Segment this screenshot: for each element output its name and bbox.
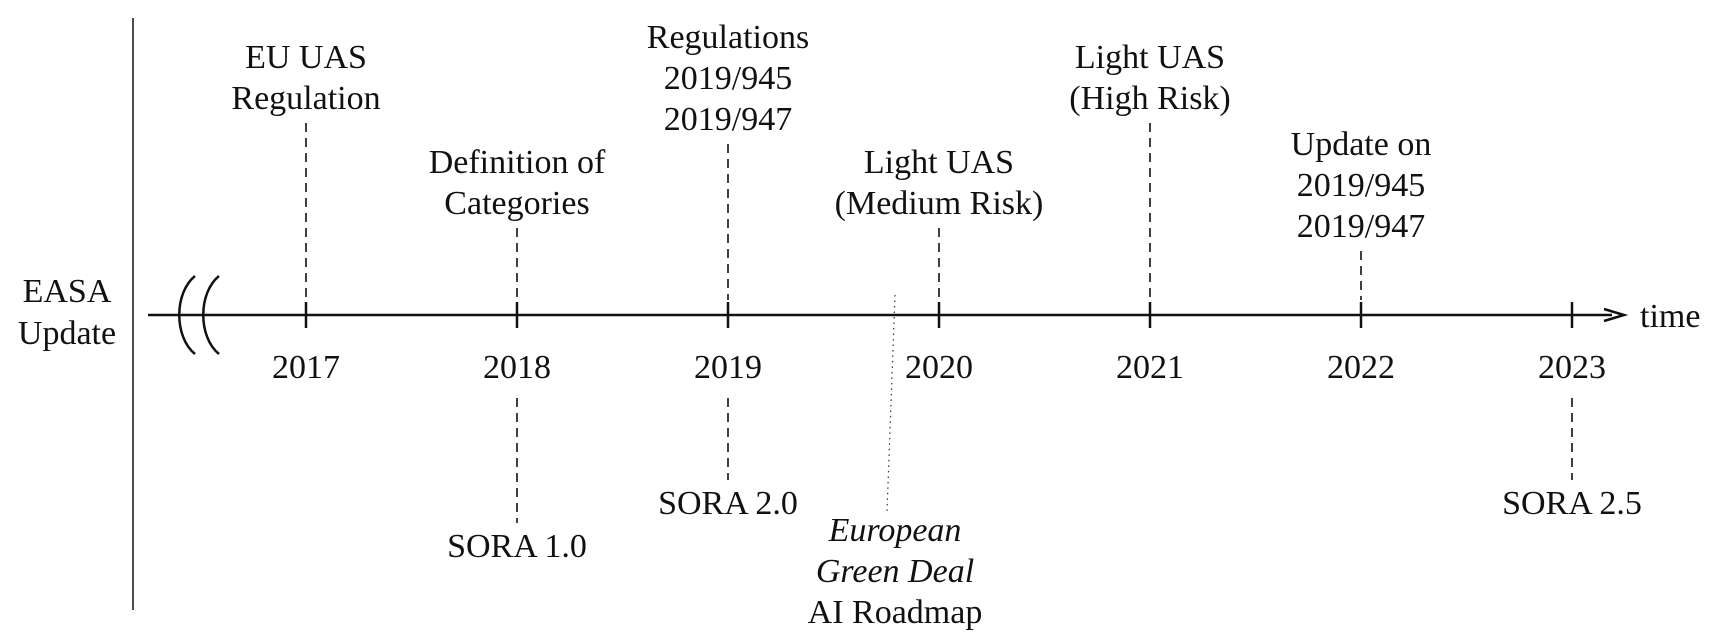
event-above-2020-line-2: (Medium Risk) bbox=[835, 185, 1044, 222]
side-label-line-2: Update bbox=[18, 315, 116, 352]
event-below-2018-line-1: SORA 1.0 bbox=[447, 528, 587, 565]
event-above-2022-line-1: Update on bbox=[1291, 126, 1432, 163]
event-above-2021-line-2: (High Risk) bbox=[1069, 80, 1231, 117]
event-above-2017-line-1: EU UAS bbox=[245, 39, 367, 76]
axis-label: time bbox=[1640, 298, 1700, 335]
event-above-2017-line-2: Regulation bbox=[231, 80, 380, 117]
event-above-2020-line-1: Light UAS bbox=[864, 144, 1014, 181]
event-above-2019-line-2: 2019/945 bbox=[664, 60, 792, 97]
event-above-2018-line-1: Definition of bbox=[429, 144, 606, 181]
milestone-line-3: AI Roadmap bbox=[808, 594, 983, 631]
side-label-line-1: EASA bbox=[23, 273, 112, 310]
year-label-2023: 2023 bbox=[1538, 349, 1606, 386]
milestone-connector bbox=[886, 294, 896, 513]
event-below-2019-line-1: SORA 2.0 bbox=[658, 485, 798, 522]
event-above-2022-line-2: 2019/945 bbox=[1297, 167, 1425, 204]
event-above-2018-line-2: Categories bbox=[444, 185, 589, 222]
axis-break-mark-left bbox=[178, 275, 196, 355]
year-label-2018: 2018 bbox=[483, 349, 551, 386]
axis-break-mark-right bbox=[202, 275, 220, 355]
event-above-2022-line-3: 2019/947 bbox=[1297, 208, 1425, 245]
milestone-line-2: Green Deal bbox=[816, 553, 974, 590]
year-label-2020: 2020 bbox=[905, 349, 973, 386]
year-label-2019: 2019 bbox=[694, 349, 762, 386]
event-above-2021-line-1: Light UAS bbox=[1075, 39, 1225, 76]
year-label-2021: 2021 bbox=[1116, 349, 1184, 386]
event-above-2019-line-3: 2019/947 bbox=[664, 101, 792, 138]
milestone-line-1: European bbox=[828, 512, 962, 549]
event-above-2019-line-1: Regulations bbox=[647, 19, 809, 56]
year-label-2022: 2022 bbox=[1327, 349, 1395, 386]
year-label-2017: 2017 bbox=[272, 349, 340, 386]
axis-arrowhead bbox=[1603, 307, 1629, 323]
event-below-2023-line-1: SORA 2.5 bbox=[1502, 485, 1642, 522]
